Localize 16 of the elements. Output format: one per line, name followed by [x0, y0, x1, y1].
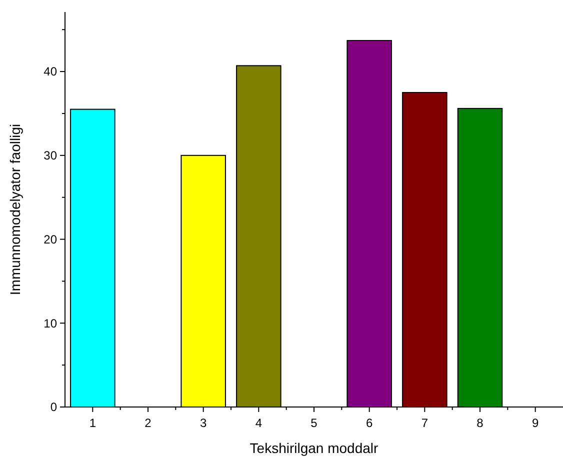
x-tick-label: 9: [532, 416, 539, 430]
y-tick-label: 20: [44, 232, 58, 246]
x-tick-label: 5: [310, 416, 318, 430]
x-tick-label: 7: [421, 416, 428, 430]
x-tick-label: 2: [144, 416, 152, 430]
x-tick-label: 6: [366, 416, 373, 430]
y-tick-label: 40: [44, 64, 58, 79]
x-axis-title: Tekshirilgan moddalr: [250, 440, 379, 456]
y-tick-label: 30: [44, 148, 58, 163]
x-tick-label: 4: [255, 416, 262, 430]
x-tick-label: 1: [89, 416, 96, 430]
y-axis-title: Immunnomodelyator faolligi: [7, 124, 23, 296]
y-tick-label: 10: [44, 316, 58, 330]
y-tick-label: 0: [50, 400, 58, 414]
x-tick-label: 3: [200, 416, 207, 430]
x-tick-label: 8: [476, 416, 484, 430]
